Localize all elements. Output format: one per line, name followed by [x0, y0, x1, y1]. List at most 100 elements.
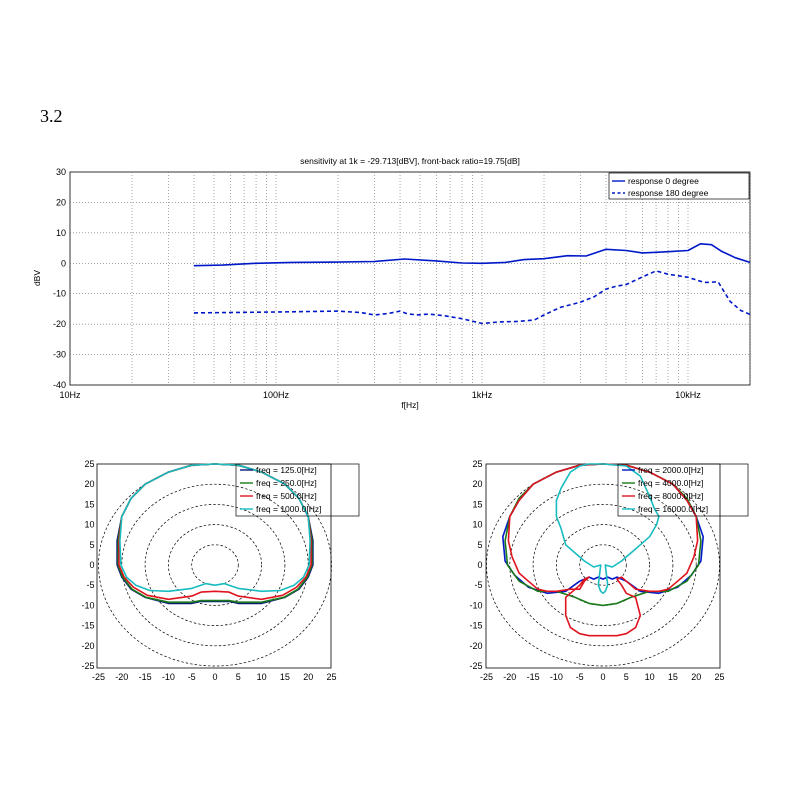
- x-tick-label: -5: [576, 672, 584, 682]
- plot-frame: [485, 463, 721, 669]
- legend-label-2000: freq = 2000.0[Hz]: [638, 465, 703, 475]
- polar-ring: [144, 504, 286, 626]
- polar-series-2: [507, 463, 699, 637]
- y-tick-label: -30: [53, 350, 66, 360]
- y-tick-label: -25: [469, 661, 482, 671]
- y-tick-label: 15: [472, 499, 482, 509]
- y-tick-label: 20: [472, 479, 482, 489]
- y-tick-label: 20: [84, 479, 94, 489]
- x-tick-label: -10: [162, 672, 175, 682]
- legend-label-16000: freq = 16000.0[Hz]: [638, 504, 708, 514]
- polar-ring: [509, 483, 697, 647]
- y-tick-label: 15: [84, 499, 94, 509]
- ticks: -25 -20 -15 -10 -5 0 5 10 15 20 252520151050-5-10-…: [469, 459, 724, 682]
- plot-frame: [69, 171, 751, 386]
- y-tick-label: 0: [89, 560, 94, 570]
- y-tick-label: -5: [86, 580, 94, 590]
- y-ticks: 30 20 10 0 -10 -20 -30 -40: [53, 167, 66, 390]
- series-group: [502, 463, 704, 637]
- chart-title: sensitivity at 1k = -29.713[dBV], front-…: [300, 156, 520, 166]
- legend-box: [235, 463, 360, 517]
- series-line-180deg: [193, 270, 751, 325]
- x-tick-label: 5: [624, 672, 629, 682]
- x-tick-label: 5: [236, 672, 241, 682]
- polar-rings: [98, 463, 332, 667]
- y-tick-label: 30: [56, 167, 66, 177]
- grid: [70, 172, 751, 385]
- legend: response 0 degree response 180 degree: [608, 172, 750, 200]
- x-tick-label: -10: [550, 672, 563, 682]
- legend-label-4000: freq = 4000.0[Hz]: [638, 478, 703, 488]
- y-tick-label: -20: [81, 641, 94, 651]
- x-tick-label: -25: [92, 672, 105, 682]
- y-tick-label: -10: [53, 289, 66, 299]
- y-tick-label: 0: [477, 560, 482, 570]
- legend-label-180deg: response 180 degree: [628, 188, 709, 198]
- polar-chart-high-freq: -25 -20 -15 -10 -5 0 5 10 15 20 252520151050-5-10-…: [469, 459, 749, 682]
- x-tick-label: 10Hz: [59, 390, 81, 400]
- x-tick-label: -15: [139, 672, 152, 682]
- legend-label-0deg: response 0 degree: [628, 176, 699, 186]
- legend-label-125: freq = 125.0[Hz]: [256, 465, 317, 475]
- y-tick-label: 5: [89, 540, 94, 550]
- polar-ring: [532, 504, 674, 626]
- x-tick-label: 20: [691, 672, 701, 682]
- polar-ring: [168, 524, 262, 606]
- y-tick-label: -15: [81, 621, 94, 631]
- x-tick-label: 0: [600, 672, 605, 682]
- y-tick-label: 10: [84, 520, 94, 530]
- y-tick-label: 5: [477, 540, 482, 550]
- legend: freq = 125.0[Hz] freq = 250.0[Hz] freq =…: [235, 463, 360, 517]
- x-tick-label: 10kHz: [675, 390, 701, 400]
- legend-label-1000: freq = 1000.0[Hz]: [256, 504, 321, 514]
- x-tick-label: 10: [645, 672, 655, 682]
- x-tick-label: 1kHz: [472, 390, 493, 400]
- y-tick-label: -40: [53, 380, 66, 390]
- y-tick-label: -15: [469, 621, 482, 631]
- x-tick-label: -25: [480, 672, 493, 682]
- legend-box: [608, 172, 750, 200]
- x-tick-label: 100Hz: [263, 390, 290, 400]
- polar-ring: [121, 483, 309, 647]
- legend-label-8000: freq = 8000.0[Hz]: [638, 491, 703, 501]
- y-tick-label: -20: [469, 641, 482, 651]
- polar-chart-low-freq: -25 -20 -15 -10 -5 0 5 10 15 20 252520151050-5-10-…: [81, 459, 360, 682]
- x-axis-label: f[Hz]: [401, 400, 418, 410]
- frequency-response-chart: 30 20 10 0 -10 -20 -30 -40 10Hz 100Hz 1kHz 10kHz s…: [32, 156, 751, 410]
- x-tick-label: -15: [527, 672, 540, 682]
- y-tick-label: 20: [56, 197, 66, 207]
- x-tick-label: 25: [326, 672, 336, 682]
- y-tick-label: 0: [61, 258, 66, 268]
- x-tick-label: -5: [188, 672, 196, 682]
- x-tick-label: -20: [503, 672, 516, 682]
- y-axis-label: dBV: [32, 270, 42, 286]
- y-tick-label: 10: [56, 228, 66, 238]
- series-group: [116, 463, 314, 605]
- polar-ring: [486, 463, 720, 667]
- x-tick-label: 15: [280, 672, 290, 682]
- x-tick-label: 15: [668, 672, 678, 682]
- y-tick-label: -10: [469, 600, 482, 610]
- y-tick-label: -25: [81, 661, 94, 671]
- series-group: [193, 243, 751, 325]
- y-tick-label: 25: [472, 459, 482, 469]
- polar-series-3: [555, 463, 660, 595]
- x-ticks: 10Hz 100Hz 1kHz 10kHz: [59, 390, 701, 400]
- y-tick-label: -10: [81, 600, 94, 610]
- y-tick-label: -5: [474, 580, 482, 590]
- plot-frame: [96, 463, 332, 669]
- polar-series-0: [502, 463, 704, 595]
- legend-label-250: freq = 250.0[Hz]: [256, 478, 317, 488]
- legend: freq = 2000.0[Hz] freq = 4000.0[Hz] freq…: [617, 463, 749, 517]
- y-tick-label: -20: [53, 319, 66, 329]
- series-line-0deg: [193, 243, 751, 267]
- x-tick-label: 0: [212, 672, 217, 682]
- polar-series-3: [119, 463, 311, 593]
- ticks: -25 -20 -15 -10 -5 0 5 10 15 20 252520151050-5-10-…: [81, 459, 336, 682]
- section-number: 3.2: [40, 106, 63, 126]
- legend-box: [617, 463, 749, 517]
- polar-ring: [579, 544, 627, 586]
- x-tick-label: 25: [714, 672, 724, 682]
- y-tick-label: 25: [84, 459, 94, 469]
